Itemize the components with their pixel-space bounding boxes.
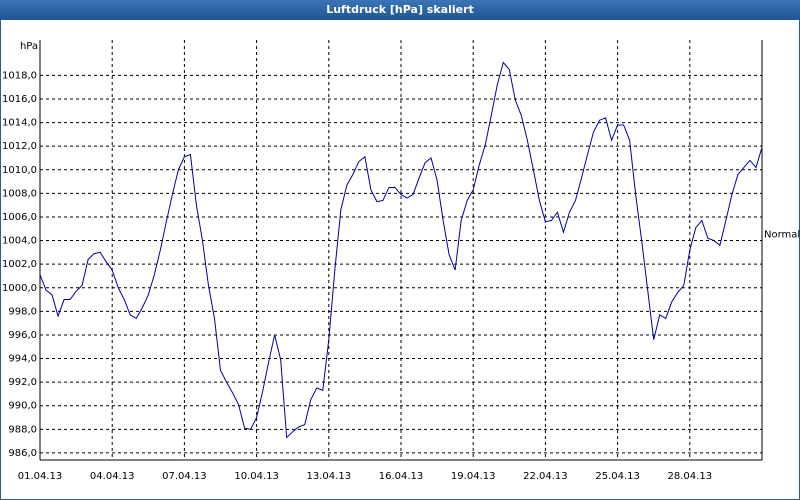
x-tick-label: 04.04.13 (90, 471, 135, 482)
y-tick-label: 1018,0 (2, 70, 37, 81)
y-tick-label: 1000,0 (2, 283, 37, 294)
y-tick-label: 1006,0 (2, 212, 37, 223)
y-tick-label: 1002,0 (2, 259, 37, 270)
y-tick-label: 1016,0 (2, 94, 37, 105)
y-tick-label: 1004,0 (2, 236, 37, 247)
y-tick-label: 990,0 (8, 401, 37, 412)
y-axis-label: hPa (20, 41, 38, 52)
y-tick-label: 1014,0 (2, 118, 37, 129)
x-tick-label: 16.04.13 (379, 471, 424, 482)
x-tick-label: 01.04.13 (18, 471, 63, 482)
y-tick-label: 986,0 (8, 448, 37, 459)
y-tick-label: 1010,0 (2, 165, 37, 176)
x-tick-label: 19.04.13 (451, 471, 496, 482)
x-tick-label: 13.04.13 (307, 471, 352, 482)
y-tick-label: 1008,0 (2, 188, 37, 199)
x-tick-label: 25.04.13 (595, 471, 640, 482)
y-tick-label: 996,0 (8, 330, 37, 341)
y-tick-label: 994,0 (8, 354, 37, 365)
x-tick-label: 22.04.13 (523, 471, 568, 482)
x-tick-label: 10.04.13 (234, 471, 279, 482)
y-tick-label: 988,0 (8, 424, 37, 435)
y-tick-label: 998,0 (8, 306, 37, 317)
title-bar (0, 0, 800, 20)
chart-title: Luftdruck [hPa] skaliert (326, 3, 474, 16)
normal-label: Normal (764, 230, 800, 241)
y-tick-label: 1012,0 (2, 141, 37, 152)
x-tick-label: 07.04.13 (162, 471, 207, 482)
y-tick-label: 992,0 (8, 377, 37, 388)
x-tick-label: 28.04.13 (668, 471, 713, 482)
data-line (39, 61, 763, 439)
